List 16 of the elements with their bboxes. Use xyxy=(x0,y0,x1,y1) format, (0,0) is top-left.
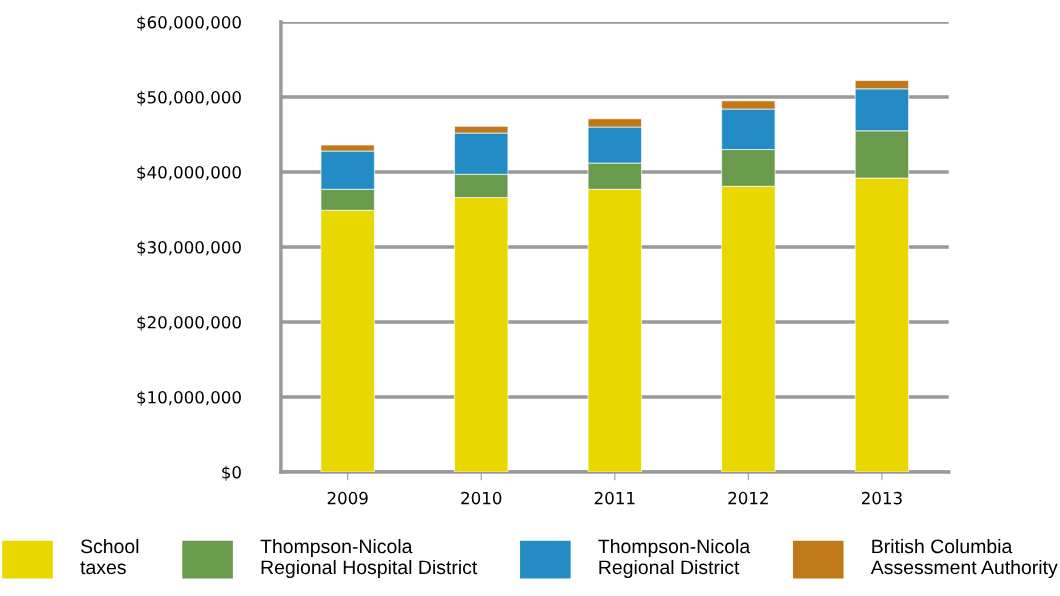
legend-label: Thompson-Nicola Regional Hospital District xyxy=(260,538,478,579)
legend-label: British Columbia Assessment Authority xyxy=(870,538,1058,579)
legend-label: School taxes xyxy=(80,538,139,575)
legend-label: Thompson-Nicola Regional District xyxy=(598,538,751,579)
x-tick-label: 2009 xyxy=(327,491,368,505)
x-tick-label: 2013 xyxy=(861,491,902,505)
y-tick-label: $60,000,000 xyxy=(137,15,241,31)
x-tick-label: 2010 xyxy=(461,491,502,505)
y-tick-label: $40,000,000 xyxy=(137,165,241,181)
y-tick-label: $30,000,000 xyxy=(137,240,241,256)
x-tick-label: 2011 xyxy=(594,491,635,505)
y-tick-label: $20,000,000 xyxy=(137,315,241,331)
x-tick-label: 2012 xyxy=(728,491,768,505)
y-tick-label: $50,000,000 xyxy=(137,90,241,106)
y-tick-label: $0 xyxy=(222,465,241,481)
y-tick-label: $10,000,000 xyxy=(137,390,241,406)
